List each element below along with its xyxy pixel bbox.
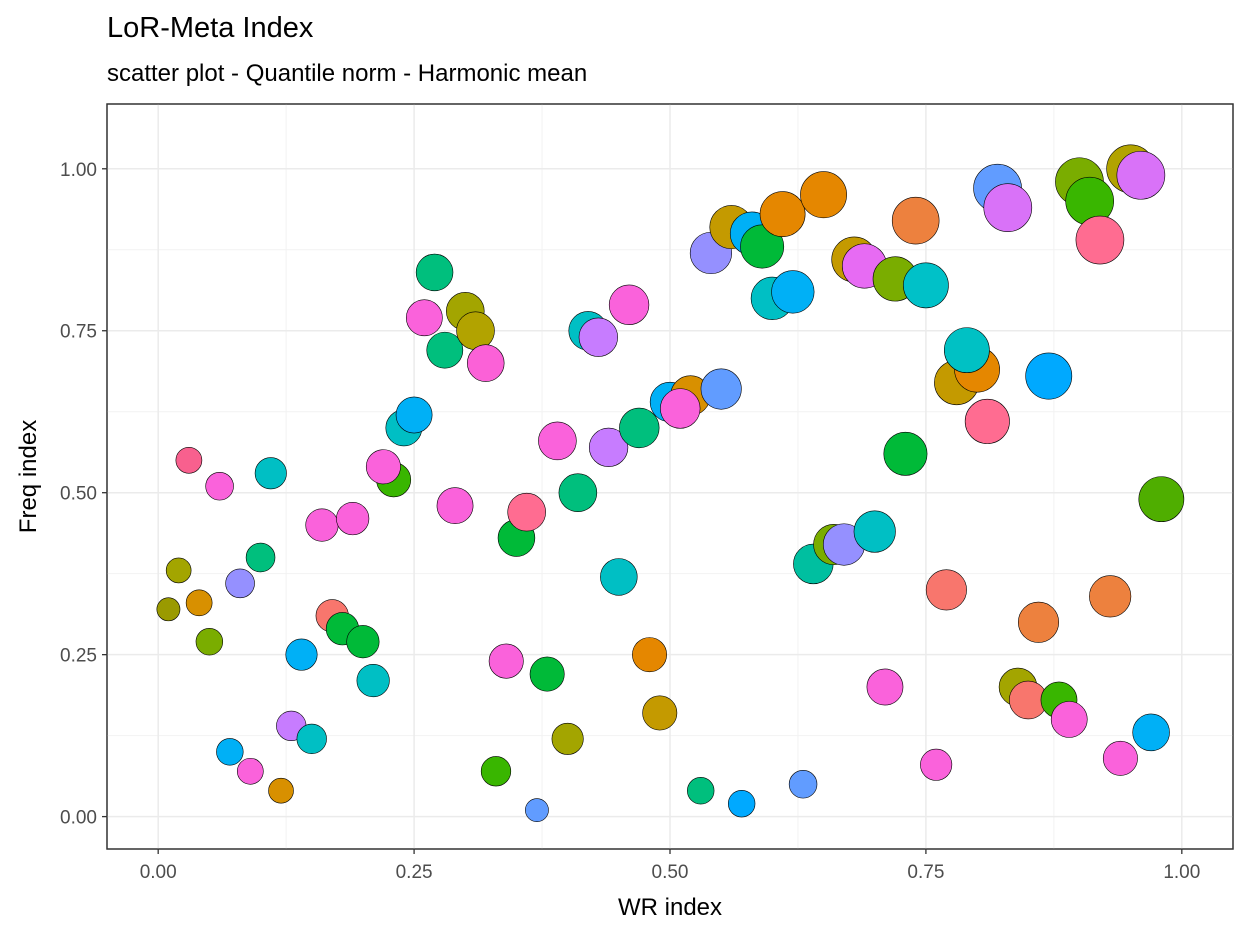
scatter-point [891, 196, 940, 245]
scatter-point [538, 421, 577, 461]
y-tick-label: 0.00 [60, 808, 97, 829]
scatter-point [1132, 713, 1170, 752]
chart-title: LoR-Meta Index [107, 12, 314, 44]
scatter-point [740, 224, 785, 269]
x-tick-label: 0.25 [396, 862, 433, 883]
scatter-point [529, 656, 565, 692]
scatter-point [254, 457, 287, 490]
scatter-point [558, 473, 598, 512]
scatter-point [608, 284, 650, 325]
scatter-point [175, 446, 203, 474]
scatter-point [632, 637, 667, 673]
x-axis-title: WR index [618, 894, 722, 921]
scatter-point [1116, 150, 1166, 200]
scatter-point [943, 327, 990, 374]
scatter-point [336, 502, 370, 536]
scatter-point [346, 625, 380, 659]
data-points [156, 144, 1185, 823]
scatter-point [1089, 575, 1132, 618]
scatter-point [1075, 215, 1125, 265]
scatter-point [619, 407, 660, 449]
scatter-point [687, 777, 715, 805]
y-tick-label: 0.50 [60, 484, 97, 505]
scatter-point [727, 789, 756, 818]
x-tick-label: 0.00 [140, 862, 177, 883]
scatter-point [800, 171, 847, 219]
scatter-point [788, 769, 818, 799]
scatter-point [305, 508, 339, 542]
chart-subtitle: scatter plot - Quantile norm - Harmonic … [107, 60, 588, 87]
scatter-point [588, 427, 629, 467]
scatter-point [866, 668, 904, 706]
scatter-point [415, 253, 454, 292]
x-tick-label: 0.75 [907, 862, 944, 883]
scatter-point [405, 299, 443, 337]
scatter-point [436, 487, 474, 525]
y-tick-label: 0.75 [60, 322, 97, 343]
scatter-point [216, 738, 244, 766]
scatter-point [1017, 601, 1060, 643]
scatter-point [771, 270, 815, 314]
y-axis-ticks: 0.00 0.25 0.50 0.75 1.00 [60, 160, 107, 829]
scatter-point [759, 191, 806, 237]
x-axis-ticks: 0.00 0.25 0.50 0.75 1.00 [140, 849, 1200, 883]
x-tick-label: 0.50 [652, 862, 689, 883]
y-tick-label: 1.00 [60, 160, 97, 181]
scatter-point [480, 756, 512, 787]
scatter-point [467, 344, 505, 382]
scatter-point [236, 757, 264, 785]
scatter-point [426, 331, 464, 369]
scatter-point [185, 589, 213, 617]
scatter-point [1102, 740, 1138, 776]
scatter-point [195, 628, 224, 656]
scatter-point [245, 542, 276, 573]
scatter-point [507, 492, 546, 532]
scatter-point [642, 695, 678, 731]
scatter-point [225, 568, 255, 599]
scatter-point [525, 798, 549, 823]
y-tick-label: 0.25 [60, 646, 97, 667]
scatter-point [456, 311, 495, 350]
scatter-point [983, 183, 1033, 232]
scatter-point [660, 388, 701, 429]
scatter-point [600, 558, 638, 596]
scatter-point [165, 557, 192, 584]
scatter-point [700, 368, 742, 410]
scatter-point [205, 471, 234, 501]
x-tick-label: 1.00 [1163, 862, 1200, 883]
scatter-point [551, 722, 584, 755]
scatter-point [920, 748, 953, 781]
scatter-point [156, 597, 181, 622]
scatter-point [1025, 352, 1073, 400]
y-axis-title: Freq index [15, 420, 42, 533]
scatter-point [488, 643, 524, 679]
scatter-point [356, 664, 390, 698]
scatter-point [1050, 701, 1088, 738]
scatter-point [285, 638, 318, 671]
scatter-point [925, 569, 967, 611]
scatter-point [395, 396, 433, 434]
scatter-point [296, 723, 327, 754]
scatter-point [964, 398, 1010, 444]
scatter-point [578, 317, 618, 357]
scatter-point [1138, 476, 1185, 523]
scatter-point [365, 449, 401, 485]
scatter-point [853, 510, 896, 553]
scatter-point [268, 777, 294, 804]
scatter-point [883, 431, 928, 476]
scatter-point [903, 262, 949, 309]
